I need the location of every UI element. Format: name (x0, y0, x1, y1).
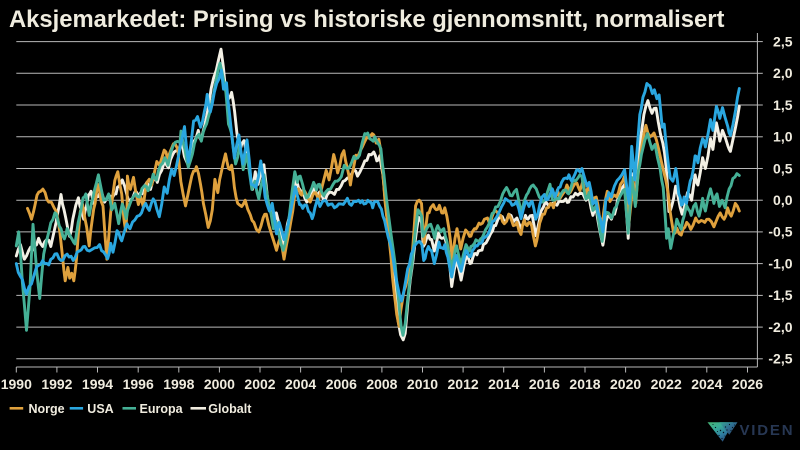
svg-text:2,5: 2,5 (773, 33, 793, 49)
svg-text:2010: 2010 (407, 376, 438, 392)
svg-text:2020: 2020 (610, 376, 641, 392)
svg-text:-2,5: -2,5 (768, 351, 792, 367)
svg-text:2006: 2006 (326, 376, 357, 392)
svg-text:USA: USA (87, 402, 113, 416)
svg-text:1,5: 1,5 (773, 97, 793, 113)
svg-text:-1,0: -1,0 (768, 255, 792, 271)
svg-text:2004: 2004 (285, 376, 316, 392)
svg-text:2002: 2002 (244, 376, 275, 392)
svg-text:-2,0: -2,0 (768, 319, 792, 335)
svg-text:2022: 2022 (651, 376, 682, 392)
svg-text:Globalt: Globalt (208, 402, 252, 416)
svg-text:2026: 2026 (732, 376, 763, 392)
svg-text:Norge: Norge (29, 402, 65, 416)
svg-text:-0,5: -0,5 (768, 224, 792, 240)
svg-text:Europa: Europa (140, 402, 184, 416)
svg-text:0,5: 0,5 (773, 160, 793, 176)
svg-text:0,0: 0,0 (773, 192, 793, 208)
svg-text:2024: 2024 (691, 376, 722, 392)
svg-text:2,0: 2,0 (773, 65, 793, 81)
svg-text:2000: 2000 (204, 376, 235, 392)
svg-text:Aksjemarkedet: Prising vs hist: Aksjemarkedet: Prising vs historiske gje… (9, 6, 725, 33)
svg-text:1996: 1996 (123, 376, 154, 392)
svg-text:1990: 1990 (1, 376, 32, 392)
svg-text:1998: 1998 (163, 376, 194, 392)
svg-text:2016: 2016 (529, 376, 560, 392)
svg-text:2012: 2012 (448, 376, 479, 392)
svg-text:2014: 2014 (488, 376, 519, 392)
svg-text:1992: 1992 (41, 376, 72, 392)
svg-text:VIDEN: VIDEN (740, 422, 795, 439)
svg-text:1,0: 1,0 (773, 129, 793, 145)
svg-text:-1,5: -1,5 (768, 287, 792, 303)
svg-text:2018: 2018 (569, 376, 600, 392)
svg-text:1994: 1994 (82, 376, 113, 392)
svg-text:2008: 2008 (366, 376, 397, 392)
